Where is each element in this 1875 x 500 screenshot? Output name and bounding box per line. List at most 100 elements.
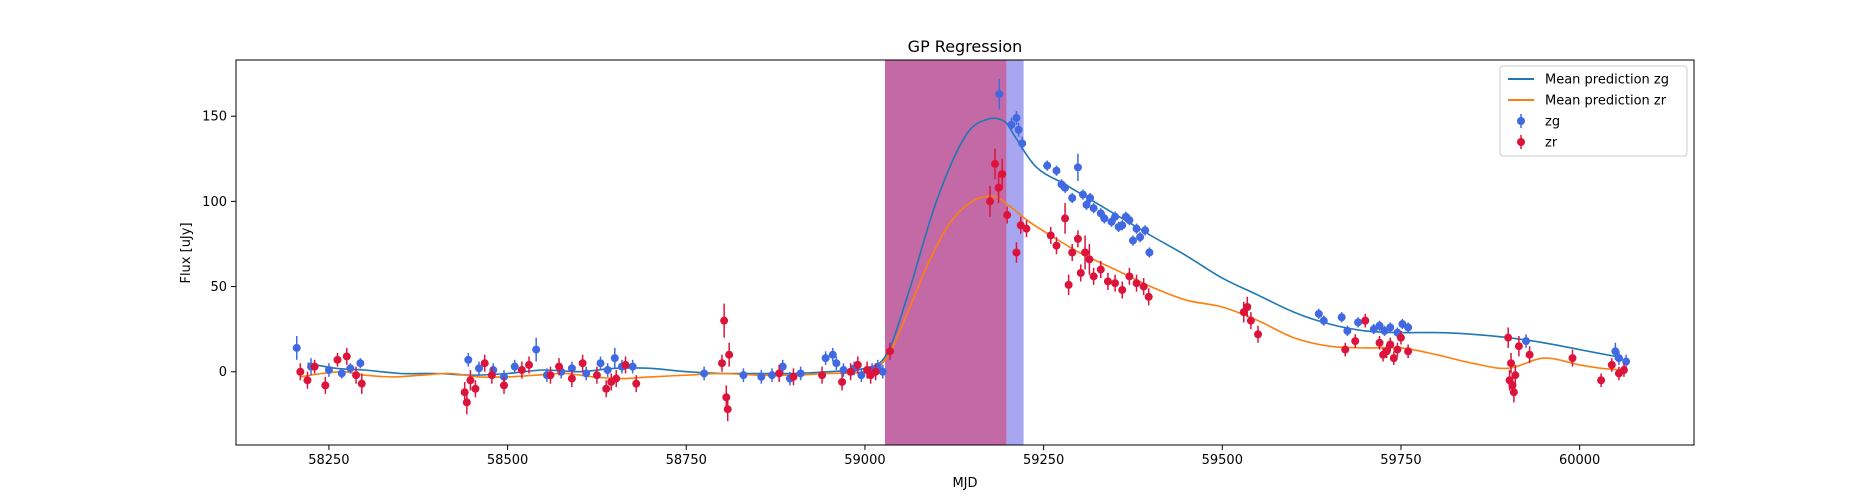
data-point-zr bbox=[321, 381, 330, 390]
data-point-zr bbox=[342, 352, 351, 361]
data-point-zg bbox=[475, 364, 483, 373]
data-point-zg bbox=[1136, 233, 1145, 242]
shaded-regions bbox=[884, 60, 1024, 445]
data-point-zr bbox=[555, 362, 564, 371]
data-point-zr bbox=[846, 367, 855, 376]
data-point-zg bbox=[1018, 139, 1027, 148]
y-tick-label: 50 bbox=[210, 280, 227, 295]
data-point-zr bbox=[1351, 337, 1360, 346]
data-point-zr bbox=[487, 371, 496, 380]
data-point-zr bbox=[1525, 350, 1534, 359]
data-point-zr bbox=[1504, 333, 1513, 342]
data-point-zg bbox=[1118, 221, 1127, 230]
data-point-zr bbox=[1073, 234, 1082, 243]
data-point-zr bbox=[352, 371, 361, 380]
data-point-zg bbox=[582, 369, 591, 378]
data-point-zr bbox=[1022, 224, 1031, 233]
data-point-zr bbox=[1061, 214, 1070, 223]
data-point-zr bbox=[1619, 366, 1628, 375]
data-point-zr bbox=[578, 359, 587, 368]
data-point-zg bbox=[1007, 120, 1016, 129]
data-point-zr bbox=[722, 393, 731, 402]
data-point-zr bbox=[1361, 316, 1370, 325]
data-point-zg bbox=[1145, 248, 1154, 257]
data-point-zr bbox=[853, 360, 862, 369]
plot-frame bbox=[235, 59, 1695, 446]
data-point-zr bbox=[991, 159, 1000, 168]
data-point-zg bbox=[768, 371, 777, 380]
data-point-zr bbox=[1064, 280, 1073, 289]
data-point-zr bbox=[1103, 277, 1112, 286]
data-points bbox=[292, 78, 1631, 422]
data-point-zg bbox=[603, 366, 612, 375]
legend-label: Mean prediction zr bbox=[1545, 94, 1667, 109]
data-point-zr bbox=[871, 367, 880, 376]
data-point-zr bbox=[1081, 248, 1090, 257]
data-point-zg bbox=[1111, 212, 1120, 221]
data-point-zr bbox=[546, 371, 555, 380]
data-point-zr bbox=[602, 384, 611, 393]
data-point-zr bbox=[1003, 211, 1012, 220]
x-tick-label: 60000 bbox=[1559, 453, 1600, 468]
data-point-zg bbox=[1404, 323, 1413, 332]
data-point-zg bbox=[1052, 166, 1061, 175]
data-point-zr bbox=[1396, 333, 1405, 342]
data-point-zr bbox=[1118, 285, 1127, 294]
data-point-zr bbox=[632, 379, 641, 388]
y-tick-label: 150 bbox=[202, 110, 227, 125]
y-axis-label: Flux [uJy] bbox=[179, 222, 194, 283]
data-point-zr bbox=[296, 367, 305, 376]
data-point-zg bbox=[1319, 316, 1328, 325]
data-point-zr bbox=[1243, 303, 1252, 312]
data-point-zr bbox=[1254, 330, 1263, 339]
data-point-zg bbox=[1314, 309, 1323, 318]
data-point-zg bbox=[778, 362, 787, 371]
data-point-zg bbox=[1354, 318, 1363, 327]
data-point-zr bbox=[1597, 376, 1606, 385]
data-point-zr bbox=[1111, 279, 1120, 288]
x-tick-label: 59250 bbox=[1023, 453, 1064, 468]
data-point-zr bbox=[720, 316, 729, 325]
data-point-zr bbox=[1046, 231, 1055, 240]
data-point-zr bbox=[500, 381, 509, 390]
data-point-zr bbox=[986, 197, 995, 206]
legend-label: Mean prediction zg bbox=[1545, 73, 1669, 88]
data-point-zg bbox=[1082, 200, 1091, 209]
data-point-zg bbox=[700, 369, 709, 378]
legend-swatch-point bbox=[1517, 138, 1525, 146]
data-point-zr bbox=[998, 170, 1007, 179]
data-point-zg bbox=[1012, 113, 1021, 122]
data-point-zg bbox=[1089, 204, 1098, 213]
data-point-zg bbox=[1343, 326, 1352, 335]
data-point-zg bbox=[1061, 183, 1070, 192]
data-point-zr bbox=[1607, 360, 1616, 369]
y-axis: 0 50 100 150 bbox=[202, 110, 236, 380]
data-point-zr bbox=[718, 359, 726, 368]
data-point-zg bbox=[1132, 224, 1141, 233]
data-point-zg bbox=[821, 354, 830, 363]
data-point-zr bbox=[1125, 272, 1134, 281]
x-tick-label: 58750 bbox=[666, 453, 707, 468]
data-point-zr bbox=[1404, 347, 1413, 356]
data-point-zg bbox=[1068, 193, 1077, 202]
data-point-zg bbox=[337, 369, 346, 378]
data-point-zr bbox=[1341, 345, 1350, 354]
data-point-zg bbox=[1522, 337, 1531, 346]
data-point-zg bbox=[610, 354, 619, 363]
data-point-zg bbox=[346, 364, 355, 373]
data-point-zg bbox=[828, 350, 837, 359]
data-point-zr bbox=[1068, 248, 1077, 257]
data-point-zr bbox=[723, 405, 732, 414]
data-point-zr bbox=[818, 371, 827, 380]
data-point-zg bbox=[356, 359, 365, 368]
data-point-zr bbox=[621, 360, 630, 369]
x-tick-label: 58500 bbox=[487, 453, 528, 468]
data-point-zr bbox=[471, 384, 480, 393]
y-tick-label: 0 bbox=[219, 365, 227, 380]
data-point-zg bbox=[1100, 214, 1109, 223]
data-point-zg bbox=[878, 367, 887, 376]
series-zr bbox=[296, 148, 1628, 422]
data-point-zr bbox=[1144, 292, 1153, 301]
data-point-zr bbox=[1012, 248, 1021, 257]
data-point-zr bbox=[838, 377, 847, 386]
